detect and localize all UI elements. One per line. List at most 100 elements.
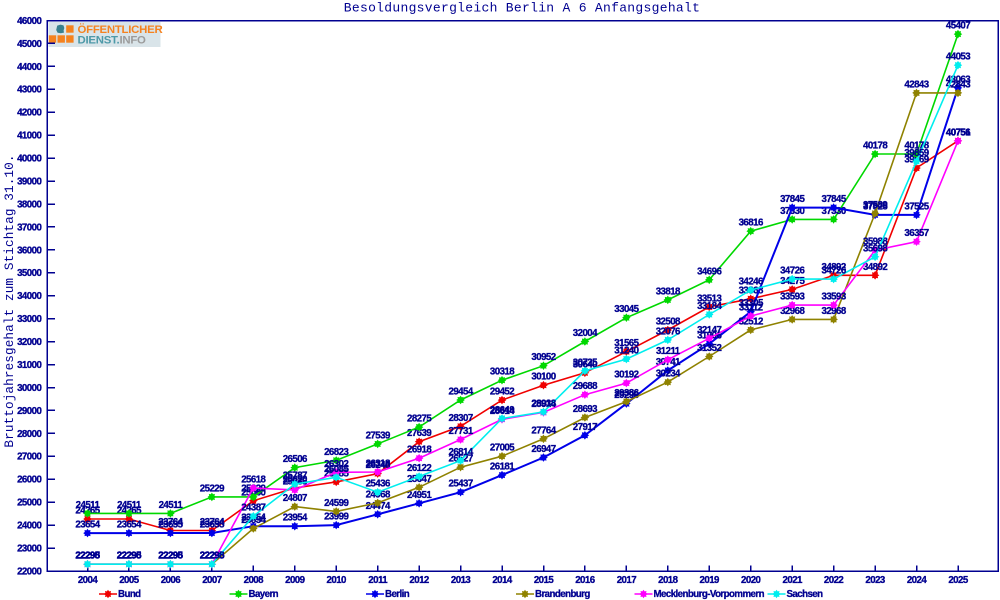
svg-text:22295: 22295	[158, 551, 183, 562]
svg-text:33593: 33593	[780, 292, 805, 303]
svg-text:26000: 26000	[17, 475, 41, 486]
svg-text:24000: 24000	[17, 521, 41, 532]
svg-text:33593: 33593	[821, 292, 846, 303]
svg-text:33305: 33305	[739, 298, 764, 309]
svg-text:27917: 27917	[573, 422, 597, 433]
svg-text:23954: 23954	[283, 513, 308, 524]
svg-text:25618: 25618	[241, 475, 266, 486]
svg-text:Bruttojahresgehalt zum Stichta: Bruttojahresgehalt zum Stichtag 31.10.	[2, 154, 17, 447]
svg-text:35988: 35988	[863, 237, 888, 248]
svg-text:32512: 32512	[739, 316, 763, 327]
svg-text:28649: 28649	[490, 405, 515, 416]
svg-text:25060: 25060	[241, 487, 265, 498]
svg-text:35000: 35000	[17, 268, 41, 279]
svg-text:Brandenburg: Brandenburg	[535, 589, 590, 600]
svg-text:2005: 2005	[119, 575, 140, 586]
svg-text:31000: 31000	[17, 360, 41, 371]
svg-text:34696: 34696	[697, 266, 722, 277]
svg-text:32004: 32004	[573, 328, 598, 339]
svg-text:22298: 22298	[158, 551, 183, 562]
svg-text:22295: 22295	[158, 551, 183, 562]
svg-text:26248: 26248	[366, 460, 391, 471]
svg-text:Sachsen: Sachsen	[787, 589, 824, 600]
svg-text:2023: 2023	[865, 575, 886, 586]
svg-text:2007: 2007	[202, 575, 222, 586]
svg-text:32000: 32000	[17, 337, 41, 348]
svg-text:2019: 2019	[700, 575, 721, 586]
svg-text:28938: 28938	[531, 398, 556, 409]
svg-text:Bund: Bund	[118, 589, 141, 600]
svg-text:2013: 2013	[451, 575, 472, 586]
svg-text:26947: 26947	[531, 444, 555, 455]
svg-text:2016: 2016	[575, 575, 596, 586]
svg-text:26181: 26181	[490, 462, 515, 473]
svg-text:DIENST.INFO: DIENST.INFO	[78, 34, 147, 46]
svg-text:36816: 36816	[739, 218, 764, 229]
svg-text:22298: 22298	[117, 551, 142, 562]
svg-text:2008: 2008	[244, 575, 265, 586]
svg-text:26823: 26823	[324, 447, 349, 458]
svg-text:Mecklenburg-Vorpommern: Mecklenburg-Vorpommern	[654, 589, 765, 600]
svg-text:32147: 32147	[697, 325, 721, 336]
svg-text:22298: 22298	[75, 551, 100, 562]
svg-text:30725: 30725	[573, 357, 598, 368]
svg-text:23655: 23655	[200, 520, 225, 531]
svg-text:27000: 27000	[17, 452, 41, 463]
svg-text:27731: 27731	[448, 426, 473, 437]
svg-text:24474: 24474	[366, 501, 391, 512]
svg-text:38000: 38000	[17, 199, 41, 210]
svg-text:25229: 25229	[200, 483, 225, 494]
svg-text:37845: 37845	[780, 194, 805, 205]
svg-text:37525: 37525	[904, 201, 929, 212]
svg-text:29000: 29000	[17, 406, 41, 417]
svg-text:37330: 37330	[821, 206, 845, 217]
svg-text:36357: 36357	[904, 228, 928, 239]
svg-text:2020: 2020	[741, 575, 761, 586]
svg-text:25000: 25000	[17, 498, 41, 509]
svg-text:28307: 28307	[448, 413, 472, 424]
svg-text:37000: 37000	[17, 222, 41, 233]
svg-text:34246: 34246	[739, 277, 764, 288]
svg-text:26085: 26085	[324, 464, 349, 475]
svg-text:30100: 30100	[531, 372, 555, 383]
svg-text:22295: 22295	[200, 551, 225, 562]
svg-text:42843: 42843	[904, 79, 929, 90]
svg-text:23854: 23854	[241, 515, 266, 526]
svg-text:26918: 26918	[407, 445, 432, 456]
svg-text:33000: 33000	[17, 314, 41, 325]
svg-text:2015: 2015	[534, 575, 555, 586]
svg-text:2006: 2006	[161, 575, 182, 586]
svg-text:43063: 43063	[946, 74, 971, 85]
svg-text:2021: 2021	[783, 575, 804, 586]
svg-text:45407: 45407	[946, 21, 970, 32]
svg-text:29688: 29688	[573, 381, 598, 392]
svg-text:28614: 28614	[490, 406, 515, 417]
svg-text:2004: 2004	[78, 575, 99, 586]
svg-text:24599: 24599	[324, 498, 349, 509]
svg-text:28000: 28000	[17, 429, 41, 440]
svg-text:22295: 22295	[117, 551, 142, 562]
svg-text:31240: 31240	[614, 346, 638, 357]
svg-text:31352: 31352	[697, 343, 721, 354]
svg-text:26814: 26814	[448, 447, 473, 458]
svg-text:25437: 25437	[448, 479, 472, 490]
svg-text:42000: 42000	[17, 108, 41, 119]
svg-text:34892: 34892	[821, 262, 845, 273]
svg-text:2014: 2014	[492, 575, 513, 586]
svg-text:27764: 27764	[531, 425, 556, 436]
svg-text:37525: 37525	[863, 201, 888, 212]
svg-text:29452: 29452	[490, 387, 514, 398]
svg-text:22295: 22295	[200, 551, 225, 562]
svg-text:32508: 32508	[656, 317, 681, 328]
svg-text:34892: 34892	[863, 262, 887, 273]
svg-text:32076: 32076	[656, 326, 681, 337]
svg-text:32968: 32968	[780, 306, 805, 317]
svg-text:34726: 34726	[821, 266, 846, 277]
svg-text:39000: 39000	[17, 177, 41, 188]
svg-text:24511: 24511	[76, 500, 101, 511]
svg-text:33818: 33818	[656, 286, 681, 297]
svg-text:37589: 37589	[863, 200, 888, 211]
svg-text:33184: 33184	[697, 301, 722, 312]
svg-text:2010: 2010	[327, 575, 347, 586]
svg-text:22295: 22295	[75, 551, 100, 562]
